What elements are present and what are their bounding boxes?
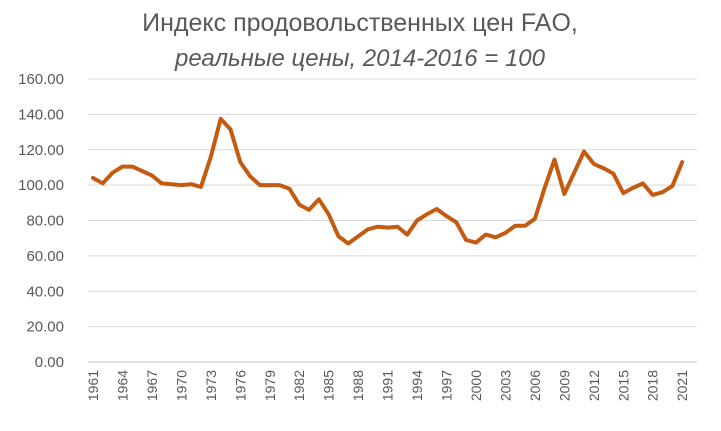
data-point: [278, 183, 282, 187]
series-layer: [91, 116, 685, 246]
x-tick-label: 2009: [556, 370, 572, 401]
data-point: [464, 238, 468, 242]
data-point: [543, 186, 547, 190]
data-point: [248, 174, 252, 178]
data-point: [670, 184, 674, 188]
chart-title: Индекс продовольственных цен FAO,: [142, 9, 578, 37]
data-point: [435, 207, 439, 211]
data-point: [523, 224, 527, 228]
data-point: [631, 186, 635, 190]
data-point: [366, 227, 370, 231]
x-tick-label: 1970: [173, 370, 189, 401]
x-tick-label: 1997: [439, 370, 455, 401]
data-point: [494, 235, 498, 239]
data-point: [150, 173, 154, 177]
data-point: [258, 183, 262, 187]
y-tick-label: 140.00: [18, 106, 64, 123]
x-tick-label: 1994: [409, 370, 425, 401]
data-point: [405, 233, 409, 237]
y-tick-label: 0.00: [35, 354, 64, 371]
data-point: [445, 214, 449, 218]
data-point: [386, 226, 390, 230]
x-tick-label: 1991: [380, 370, 396, 401]
data-point: [533, 217, 537, 221]
y-tick-label: 60.00: [26, 248, 64, 265]
x-tick-label: 1985: [321, 370, 337, 401]
data-point: [562, 192, 566, 196]
data-point: [179, 183, 183, 187]
x-tick-label: 1967: [144, 370, 160, 401]
x-tick-label: 2018: [645, 370, 661, 401]
data-point: [91, 176, 95, 180]
data-point: [582, 150, 586, 154]
data-point: [513, 224, 517, 228]
data-point: [474, 241, 478, 245]
x-tick-label: 1973: [203, 370, 219, 401]
x-tick-label: 2006: [527, 370, 543, 401]
data-point: [621, 191, 625, 195]
data-point: [661, 190, 665, 194]
data-point: [376, 225, 380, 229]
x-tick-label: 1964: [114, 370, 130, 401]
data-point: [641, 181, 645, 185]
y-tick-label: 120.00: [18, 142, 64, 159]
data-point: [268, 183, 272, 187]
data-point: [238, 160, 242, 164]
x-tick-label: 1976: [232, 370, 248, 401]
data-point: [307, 208, 311, 212]
data-point: [356, 234, 360, 238]
data-point: [120, 165, 124, 169]
x-tick-label: 1979: [262, 370, 278, 401]
data-point: [140, 169, 144, 173]
series-line: [91, 116, 685, 246]
data-point: [130, 165, 134, 169]
data-point: [160, 181, 164, 185]
y-tick-label: 20.00: [26, 319, 64, 336]
x-tick-label: 2015: [615, 370, 631, 401]
x-tick-label: 2012: [586, 370, 602, 401]
data-point: [209, 155, 213, 159]
data-point: [572, 171, 576, 175]
y-tick-label: 160.00: [18, 71, 64, 88]
gridlines: [88, 78, 697, 328]
data-point: [592, 162, 596, 166]
data-point: [336, 234, 340, 238]
data-point: [680, 160, 684, 164]
data-point: [317, 197, 321, 201]
x-tick-label: 1988: [350, 370, 366, 401]
data-point: [346, 241, 350, 245]
y-tick-label: 100.00: [18, 177, 64, 194]
data-point: [228, 127, 232, 131]
y-tick-label: 40.00: [26, 283, 64, 300]
data-point: [553, 157, 557, 161]
data-point: [611, 172, 615, 176]
data-point: [651, 193, 655, 197]
data-point: [415, 219, 419, 222]
y-tick-label: 80.00: [26, 213, 64, 230]
x-tick-label: 2021: [674, 370, 690, 401]
x-tick-label: 1961: [85, 370, 101, 401]
x-tick-label: 1982: [291, 370, 307, 401]
data-point: [602, 166, 606, 170]
data-point: [425, 212, 429, 216]
x-tick-label: 2000: [468, 370, 484, 401]
data-point: [189, 182, 193, 186]
data-point: [454, 220, 458, 224]
y-axis-tick-labels: 0.00 20.00 40.00 60.00 80.00 100.00 120.00 140.…: [18, 71, 64, 371]
data-point: [395, 225, 399, 229]
data-point: [327, 212, 331, 216]
x-tick-label: 2003: [497, 370, 513, 401]
x-axis-tick-labels: 1961 1964 1967 1970 1973 1976 1979 1982 1985 1988…: [85, 370, 690, 401]
data-point: [297, 203, 301, 207]
data-point: [287, 187, 291, 191]
data-point: [111, 171, 115, 175]
chart-subtitle: реальные цены, 2014-2016 = 100: [174, 45, 546, 72]
data-point: [199, 185, 203, 189]
data-point: [503, 231, 507, 235]
data-point: [170, 182, 174, 186]
data-point: [101, 181, 105, 185]
data-point: [484, 233, 488, 237]
data-point: [219, 117, 223, 121]
